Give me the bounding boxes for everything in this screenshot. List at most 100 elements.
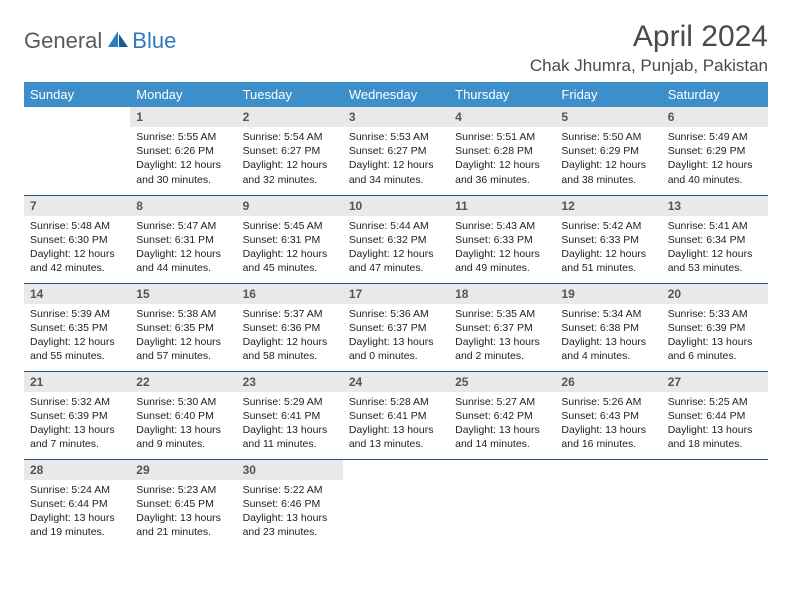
day-line-d1: Daylight: 12 hours <box>349 247 443 261</box>
calendar-day-cell <box>449 459 555 547</box>
day-number: 30 <box>237 460 343 480</box>
calendar-day-cell: 9Sunrise: 5:45 AMSunset: 6:31 PMDaylight… <box>237 195 343 283</box>
location-label: Chak Jhumra, Punjab, Pakistan <box>530 56 768 76</box>
day-line-d2: and 19 minutes. <box>30 525 124 539</box>
day-content: Sunrise: 5:39 AMSunset: 6:35 PMDaylight:… <box>24 304 130 370</box>
day-content: Sunrise: 5:25 AMSunset: 6:44 PMDaylight:… <box>662 392 768 458</box>
day-line-d1: Daylight: 13 hours <box>243 511 337 525</box>
day-line-d2: and 40 minutes. <box>668 173 762 187</box>
day-line-d1: Daylight: 12 hours <box>455 247 549 261</box>
calendar-day-cell: 15Sunrise: 5:38 AMSunset: 6:35 PMDayligh… <box>130 283 236 371</box>
day-line-d1: Daylight: 13 hours <box>30 511 124 525</box>
day-line-ss: Sunset: 6:35 PM <box>30 321 124 335</box>
day-line-sr: Sunrise: 5:50 AM <box>561 130 655 144</box>
day-line-d1: Daylight: 13 hours <box>243 423 337 437</box>
weekday-header-row: Sunday Monday Tuesday Wednesday Thursday… <box>24 82 768 107</box>
day-content: Sunrise: 5:37 AMSunset: 6:36 PMDaylight:… <box>237 304 343 370</box>
day-content: Sunrise: 5:41 AMSunset: 6:34 PMDaylight:… <box>662 216 768 282</box>
day-line-sr: Sunrise: 5:26 AM <box>561 395 655 409</box>
day-content: Sunrise: 5:43 AMSunset: 6:33 PMDaylight:… <box>449 216 555 282</box>
day-line-ss: Sunset: 6:44 PM <box>668 409 762 423</box>
calendar-week-row: 1Sunrise: 5:55 AMSunset: 6:26 PMDaylight… <box>24 107 768 195</box>
day-line-d1: Daylight: 13 hours <box>349 423 443 437</box>
calendar-day-cell: 12Sunrise: 5:42 AMSunset: 6:33 PMDayligh… <box>555 195 661 283</box>
logo-text-blue: Blue <box>132 28 176 54</box>
day-line-d1: Daylight: 13 hours <box>349 335 443 349</box>
calendar-day-cell: 14Sunrise: 5:39 AMSunset: 6:35 PMDayligh… <box>24 283 130 371</box>
calendar-day-cell <box>343 459 449 547</box>
day-line-sr: Sunrise: 5:45 AM <box>243 219 337 233</box>
day-line-d2: and 32 minutes. <box>243 173 337 187</box>
day-line-sr: Sunrise: 5:41 AM <box>668 219 762 233</box>
day-line-d1: Daylight: 12 hours <box>561 247 655 261</box>
day-number: 5 <box>555 107 661 127</box>
calendar-day-cell: 26Sunrise: 5:26 AMSunset: 6:43 PMDayligh… <box>555 371 661 459</box>
calendar-table: Sunday Monday Tuesday Wednesday Thursday… <box>24 82 768 547</box>
day-line-ss: Sunset: 6:41 PM <box>349 409 443 423</box>
day-number: 16 <box>237 284 343 304</box>
day-line-ss: Sunset: 6:42 PM <box>455 409 549 423</box>
day-line-d1: Daylight: 12 hours <box>243 335 337 349</box>
day-line-d1: Daylight: 13 hours <box>561 335 655 349</box>
day-number: 28 <box>24 460 130 480</box>
day-line-ss: Sunset: 6:45 PM <box>136 497 230 511</box>
day-content: Sunrise: 5:24 AMSunset: 6:44 PMDaylight:… <box>24 480 130 546</box>
day-number: 20 <box>662 284 768 304</box>
day-line-ss: Sunset: 6:29 PM <box>561 144 655 158</box>
day-line-sr: Sunrise: 5:44 AM <box>349 219 443 233</box>
day-line-ss: Sunset: 6:44 PM <box>30 497 124 511</box>
day-number: 26 <box>555 372 661 392</box>
day-line-sr: Sunrise: 5:49 AM <box>668 130 762 144</box>
calendar-day-cell: 2Sunrise: 5:54 AMSunset: 6:27 PMDaylight… <box>237 107 343 195</box>
day-content: Sunrise: 5:53 AMSunset: 6:27 PMDaylight:… <box>343 127 449 193</box>
day-line-ss: Sunset: 6:39 PM <box>30 409 124 423</box>
day-line-d2: and 6 minutes. <box>668 349 762 363</box>
day-content: Sunrise: 5:35 AMSunset: 6:37 PMDaylight:… <box>449 304 555 370</box>
day-line-sr: Sunrise: 5:38 AM <box>136 307 230 321</box>
calendar-week-row: 21Sunrise: 5:32 AMSunset: 6:39 PMDayligh… <box>24 371 768 459</box>
day-line-ss: Sunset: 6:31 PM <box>136 233 230 247</box>
calendar-day-cell: 7Sunrise: 5:48 AMSunset: 6:30 PMDaylight… <box>24 195 130 283</box>
day-content: Sunrise: 5:54 AMSunset: 6:27 PMDaylight:… <box>237 127 343 193</box>
day-line-ss: Sunset: 6:40 PM <box>136 409 230 423</box>
day-line-d2: and 14 minutes. <box>455 437 549 451</box>
day-content: Sunrise: 5:29 AMSunset: 6:41 PMDaylight:… <box>237 392 343 458</box>
day-number: 27 <box>662 372 768 392</box>
day-line-sr: Sunrise: 5:35 AM <box>455 307 549 321</box>
day-content: Sunrise: 5:47 AMSunset: 6:31 PMDaylight:… <box>130 216 236 282</box>
day-line-ss: Sunset: 6:43 PM <box>561 409 655 423</box>
day-line-d2: and 47 minutes. <box>349 261 443 275</box>
day-content: Sunrise: 5:27 AMSunset: 6:42 PMDaylight:… <box>449 392 555 458</box>
calendar-day-cell <box>662 459 768 547</box>
day-number: 17 <box>343 284 449 304</box>
day-number: 25 <box>449 372 555 392</box>
day-line-d1: Daylight: 13 hours <box>136 423 230 437</box>
day-line-sr: Sunrise: 5:32 AM <box>30 395 124 409</box>
day-line-ss: Sunset: 6:46 PM <box>243 497 337 511</box>
day-line-d1: Daylight: 13 hours <box>136 511 230 525</box>
day-content: Sunrise: 5:38 AMSunset: 6:35 PMDaylight:… <box>130 304 236 370</box>
day-line-d1: Daylight: 12 hours <box>136 158 230 172</box>
day-line-d2: and 49 minutes. <box>455 261 549 275</box>
logo-text-general: General <box>24 28 102 54</box>
calendar-day-cell: 23Sunrise: 5:29 AMSunset: 6:41 PMDayligh… <box>237 371 343 459</box>
day-content: Sunrise: 5:48 AMSunset: 6:30 PMDaylight:… <box>24 216 130 282</box>
day-number: 1 <box>130 107 236 127</box>
day-line-ss: Sunset: 6:33 PM <box>561 233 655 247</box>
day-line-sr: Sunrise: 5:30 AM <box>136 395 230 409</box>
title-block: April 2024 Chak Jhumra, Punjab, Pakistan <box>530 20 768 76</box>
day-line-sr: Sunrise: 5:39 AM <box>30 307 124 321</box>
day-line-d2: and 7 minutes. <box>30 437 124 451</box>
day-content: Sunrise: 5:30 AMSunset: 6:40 PMDaylight:… <box>130 392 236 458</box>
day-line-d1: Daylight: 13 hours <box>455 335 549 349</box>
day-line-d2: and 55 minutes. <box>30 349 124 363</box>
month-title: April 2024 <box>530 20 768 54</box>
calendar-day-cell: 6Sunrise: 5:49 AMSunset: 6:29 PMDaylight… <box>662 107 768 195</box>
day-number: 11 <box>449 196 555 216</box>
day-line-d2: and 21 minutes. <box>136 525 230 539</box>
calendar-day-cell: 16Sunrise: 5:37 AMSunset: 6:36 PMDayligh… <box>237 283 343 371</box>
day-line-d1: Daylight: 12 hours <box>455 158 549 172</box>
day-line-d2: and 57 minutes. <box>136 349 230 363</box>
day-line-d2: and 44 minutes. <box>136 261 230 275</box>
day-line-sr: Sunrise: 5:42 AM <box>561 219 655 233</box>
